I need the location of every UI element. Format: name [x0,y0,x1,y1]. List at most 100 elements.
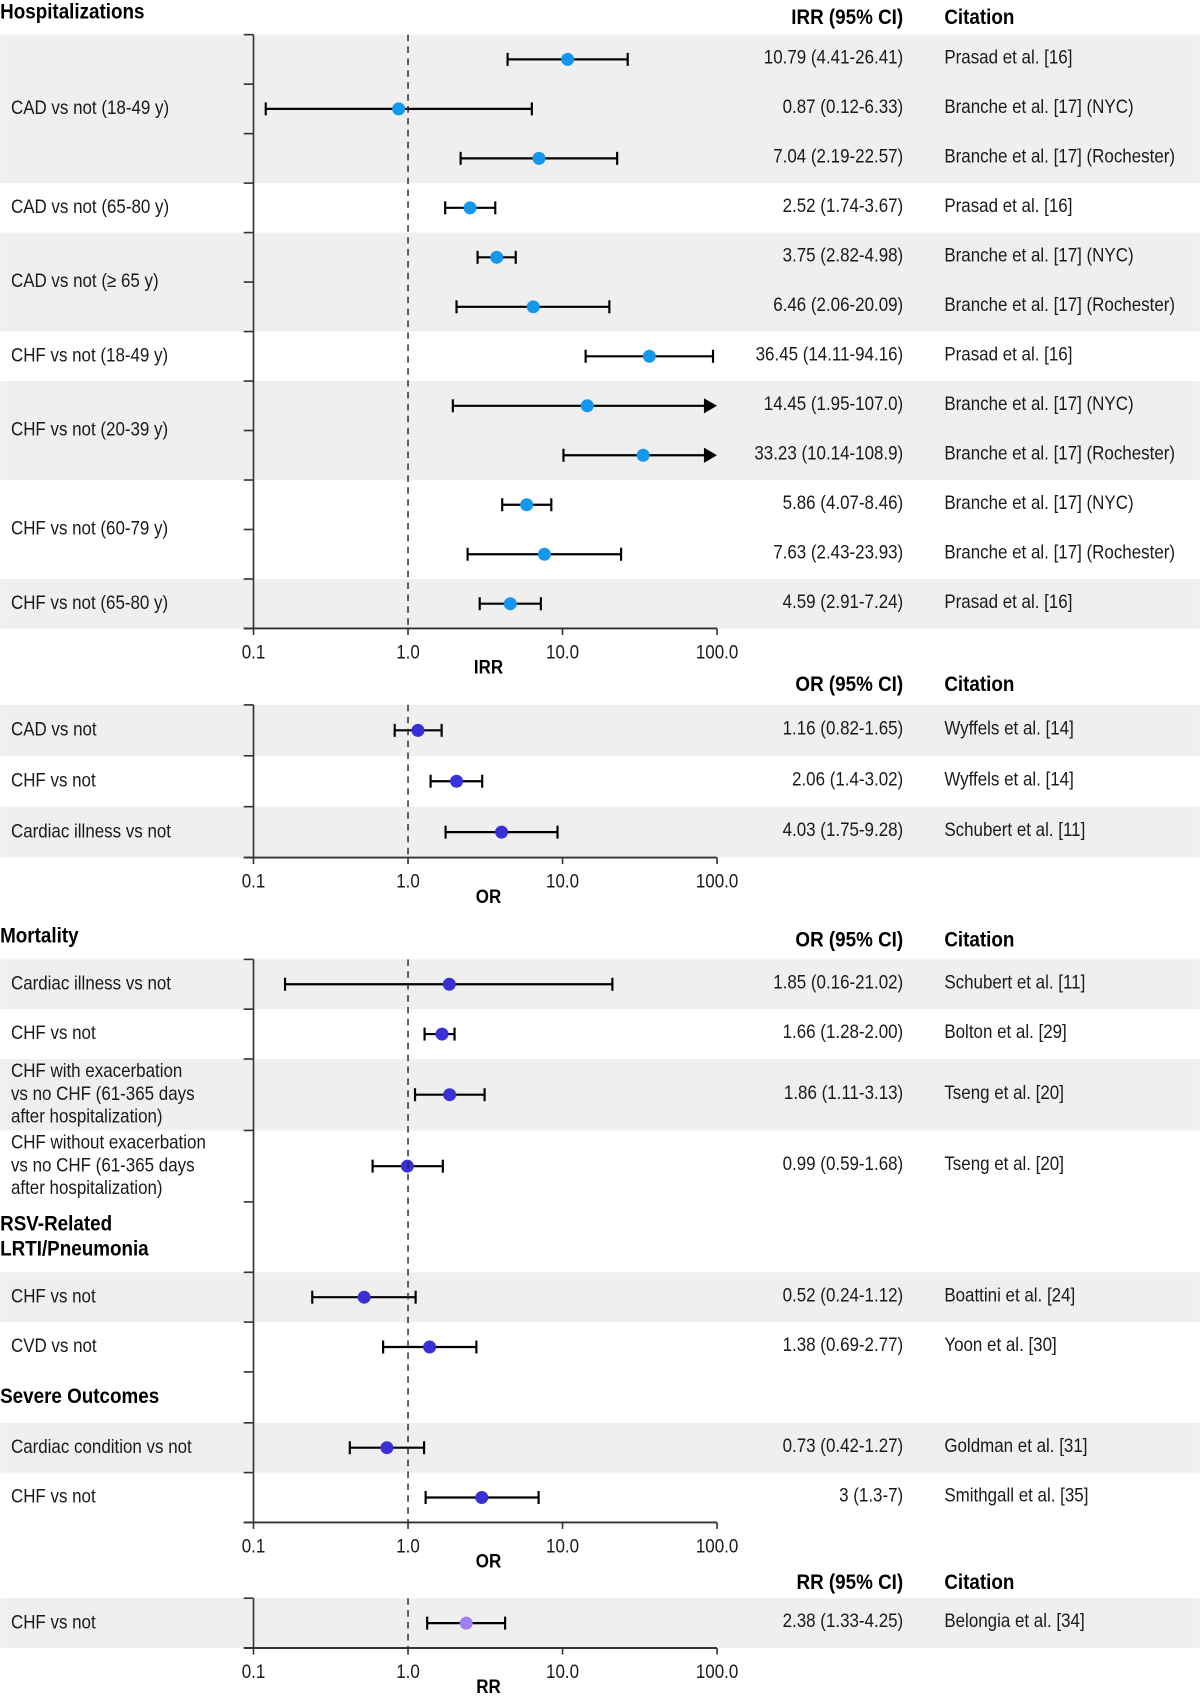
section-title: Hospitalizations [0,1,144,24]
panel-or1 [0,704,1200,865]
study-row [413,1088,486,1102]
study-row [444,201,497,215]
group-label: CAD vs not [11,717,97,739]
point-estimate [450,774,464,788]
x-tick-label: 1.0 [396,1534,420,1556]
ci-text: 1.66 (1.28-2.00) [783,1020,904,1042]
group-label: CVD vs not [11,1334,97,1356]
citation-text: Goldman et al. [31] [944,1434,1087,1456]
citation-text: Branche et al. [17] (NYC) [944,243,1133,265]
x-axis-label: OR [476,885,501,907]
subsection-title: Severe Outcomes [0,1385,159,1408]
ci-text: 2.06 (1.4-3.02) [792,767,903,789]
measure-header: RR (95% CI) [796,1571,903,1594]
point-estimate [423,1340,437,1354]
group-label: Cardiac illness vs not [11,819,171,841]
row-band [0,1058,1200,1131]
citation-header: Citation [944,673,1014,696]
group-label: CAD vs not (18-49 y) [11,96,169,118]
group-label: vs no CHF (61-365 days [11,1153,195,1175]
citation-header: Citation [944,6,1014,29]
ci-text: 1.86 (1.11-3.13) [784,1081,903,1103]
point-estimate [463,201,477,215]
subsection-title: RSV-Related [0,1212,112,1235]
citation-text: Branche et al. [17] (Rochester) [944,293,1175,315]
citation-text: Prasad et al. [16] [944,45,1072,67]
subsection-title: LRTI/Pneumonia [0,1237,149,1260]
section-title: Mortality [0,924,79,947]
arrow-icon [703,398,717,414]
study-row [264,102,533,116]
row-band [0,1598,1200,1649]
citation-text: Prasad et al. [16] [944,590,1072,612]
point-estimate [561,52,575,66]
x-tick-label: 0.1 [242,1534,266,1556]
ci-text: 36.45 (14.11-94.16) [756,342,904,364]
citation-header: Citation [944,929,1014,952]
x-tick-label: 100.0 [696,1534,738,1556]
x-axis-label: RR [476,1675,500,1697]
citation-text: Prasad et al. [16] [944,194,1072,216]
study-row [311,1290,417,1304]
point-estimate [520,498,534,512]
x-tick-label: 10.0 [546,869,579,891]
citation-text: Branche et al. [17] (NYC) [944,392,1133,414]
study-row [562,447,717,463]
row-band [0,806,1200,858]
point-estimate [411,723,425,737]
study-row [466,547,623,561]
row-band [0,232,1200,332]
x-tick-label: 10.0 [546,1534,579,1556]
study-row [501,498,553,512]
point-estimate [442,977,456,991]
point-estimate [380,1441,394,1455]
group-label: CHF vs not [11,1284,96,1306]
citation-text: Schubert et al. [11] [944,818,1085,840]
ci-text: 1.38 (0.69-2.77) [783,1333,904,1355]
group-label: CHF vs not (18-49 y) [11,343,168,365]
study-row [506,52,629,66]
group-label: CHF vs not [11,1485,96,1507]
citation-text: Wyffels et al. [14] [944,716,1073,738]
ci-text: 3.75 (2.82-4.98) [783,243,904,265]
point-estimate [503,597,517,611]
ci-text: 6.46 (2.06-20.09) [773,293,903,315]
ci-text: 0.87 (0.12-6.33) [783,95,904,117]
row-band [0,381,1200,481]
panel-hosp [0,33,1200,635]
citation-text: Branche et al. [17] (Rochester) [944,540,1175,562]
point-estimate [392,102,406,116]
study-row [393,723,443,737]
row-band [0,704,1200,756]
x-tick-label: 10.0 [546,1660,579,1682]
point-estimate [580,399,594,413]
study-row [455,300,611,314]
panel-mort [0,958,1200,1529]
point-estimate [459,1616,473,1630]
ci-text: 2.38 (1.33-4.25) [783,1609,904,1631]
x-axis-label: OR [476,1549,501,1571]
measure-header: IRR (95% CI) [791,6,903,29]
point-estimate [642,349,656,363]
point-estimate [636,448,650,462]
x-tick-label: 10.0 [546,640,579,662]
x-tick-label: 100.0 [696,640,738,662]
ci-text: 2.52 (1.74-3.67) [783,194,904,216]
point-estimate [490,250,504,264]
row-band [0,578,1200,629]
study-row [348,1441,426,1455]
measure-header: OR (95% CI) [795,673,903,696]
group-label: CAD vs not (≥ 65 y) [11,269,159,291]
ci-text: 14.45 (1.95-107.0) [764,392,903,414]
group-label: CHF vs not [11,1610,96,1632]
x-tick-label: 100.0 [696,869,738,891]
study-row [451,398,717,414]
x-tick-label: 1.0 [396,640,420,662]
ci-text: 4.59 (2.91-7.24) [783,590,904,612]
group-label: after hospitalization) [11,1176,163,1198]
point-estimate [532,151,546,165]
x-tick-label: 100.0 [696,1660,738,1682]
x-tick-label: 0.1 [242,1660,266,1682]
group-label: Cardiac illness vs not [11,971,171,993]
study-row [426,1616,507,1630]
